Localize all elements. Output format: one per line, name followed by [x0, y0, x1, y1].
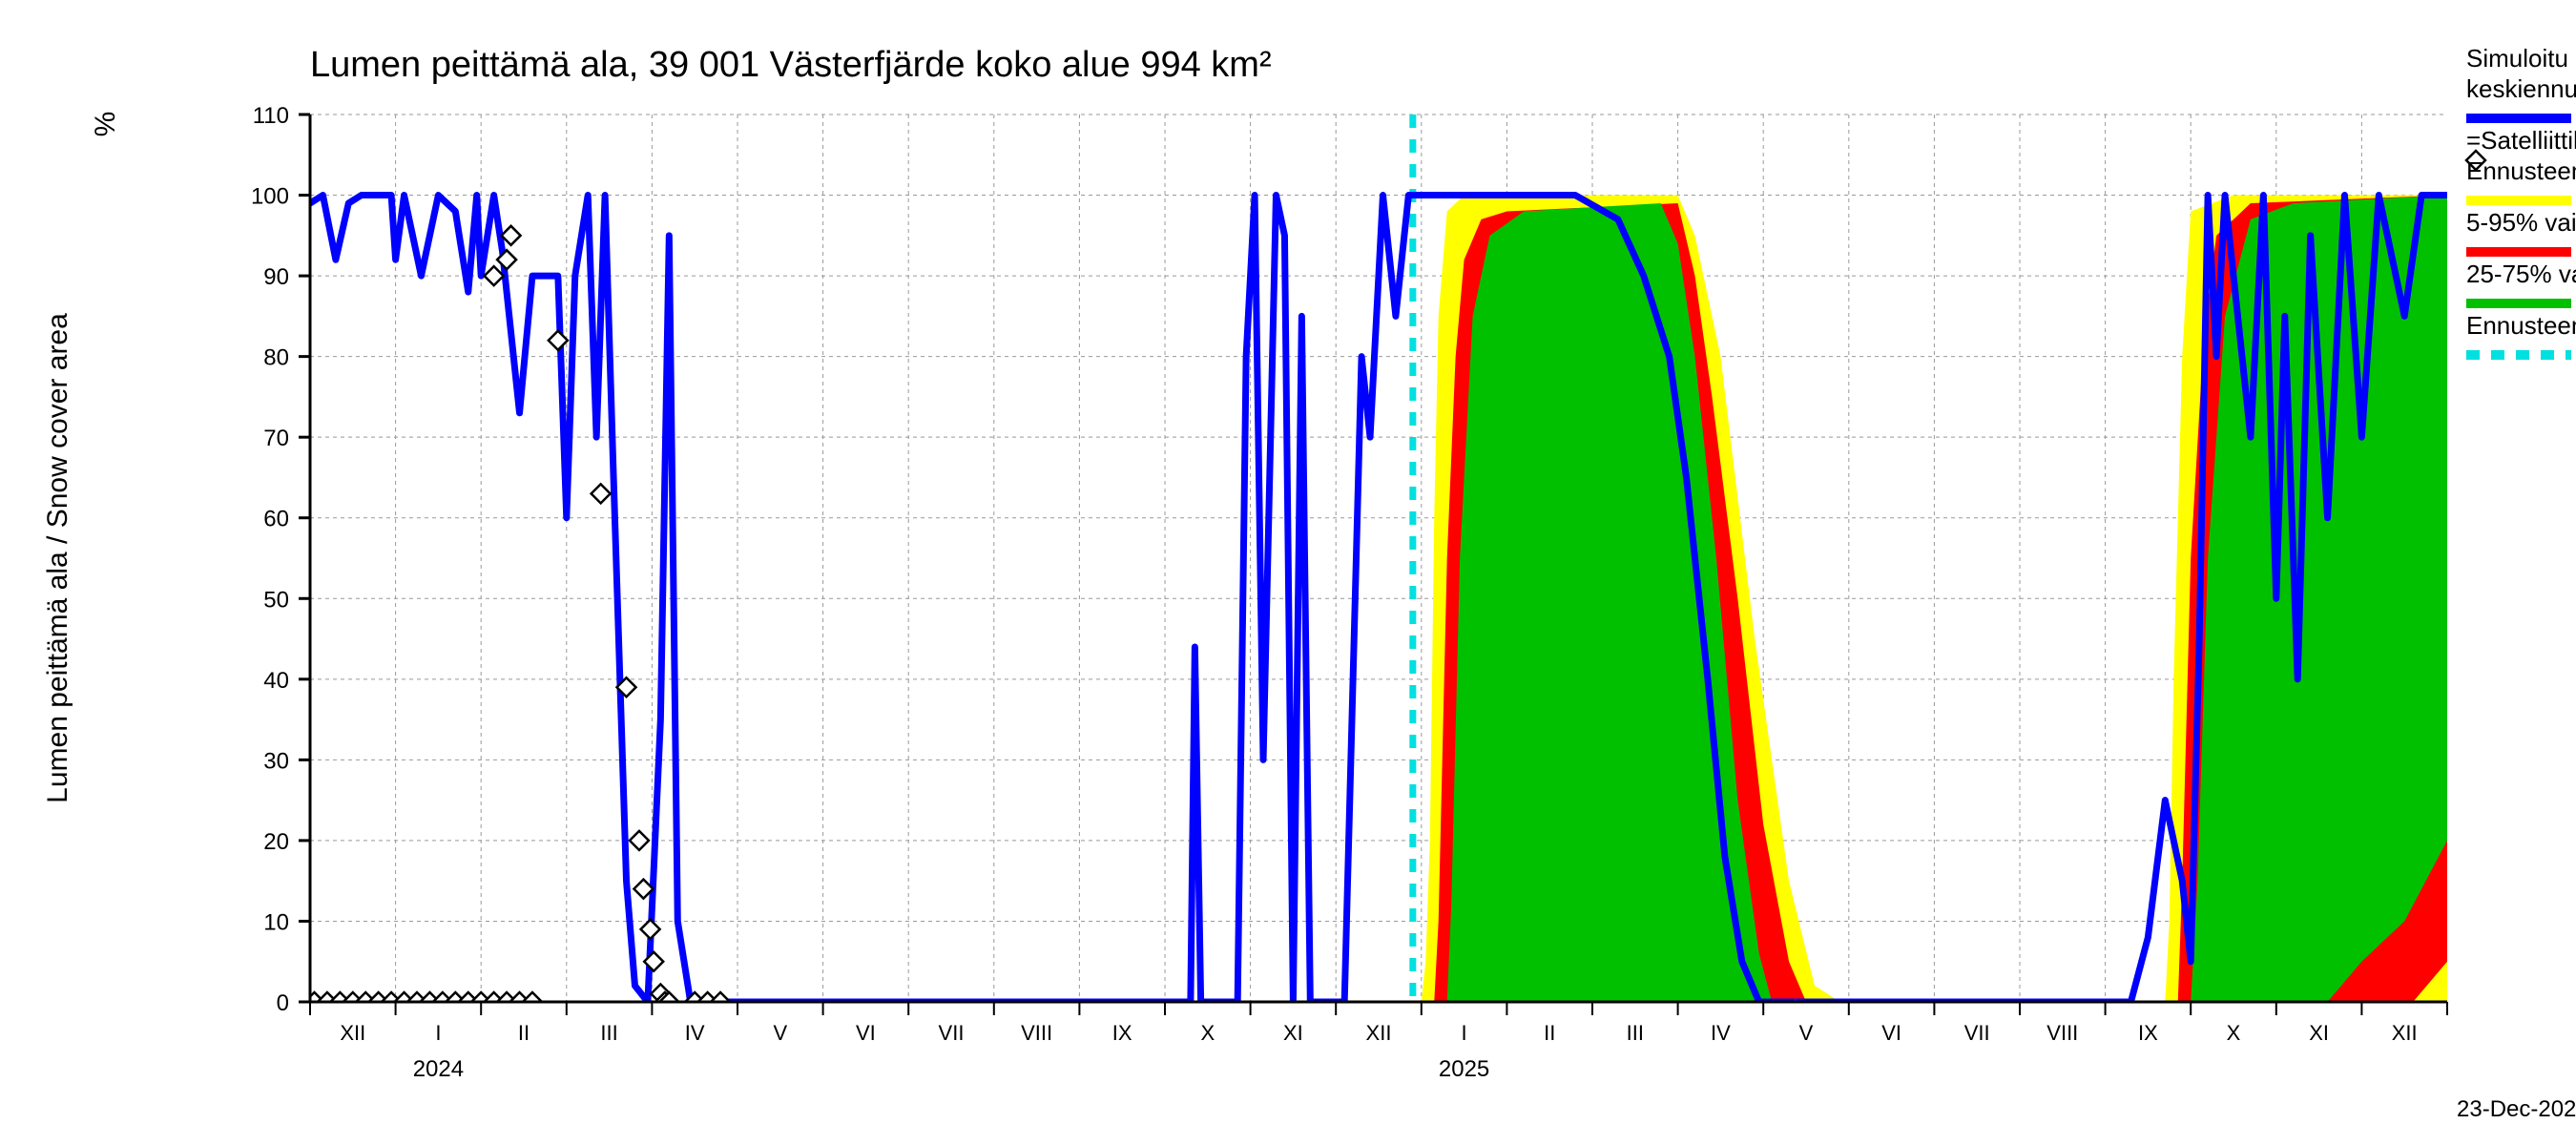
- y-tick-label: 70: [263, 426, 289, 451]
- month-label: V: [773, 1021, 787, 1045]
- month-label: VIII: [1021, 1021, 1052, 1045]
- month-label: IX: [2138, 1021, 2158, 1045]
- month-label: X: [2227, 1021, 2241, 1045]
- legend-label: Simuloitu historia ja: [2466, 44, 2576, 73]
- legend-label: 5-95% vaihteluväli: [2466, 208, 2576, 237]
- month-label: II: [1544, 1021, 1555, 1045]
- y-tick-label: 0: [277, 990, 289, 1016]
- month-label: IX: [1112, 1021, 1132, 1045]
- month-label: XII: [1366, 1021, 1392, 1045]
- month-label: IV: [1711, 1021, 1731, 1045]
- y-tick-label: 50: [263, 587, 289, 613]
- legend-label: =Satelliittihavainto: [2466, 126, 2576, 155]
- month-label: II: [518, 1021, 530, 1045]
- legend-label: 25-75% vaihteluväli: [2466, 260, 2576, 288]
- legend-label: Ennusteen vaihteluväli: [2466, 156, 2576, 185]
- month-label: XI: [1283, 1021, 1303, 1045]
- month-label: V: [1799, 1021, 1814, 1045]
- month-label: III: [1627, 1021, 1644, 1045]
- month-label: VII: [939, 1021, 965, 1045]
- y-axis-label: Lumen peittämä ala / Snow cover area: [42, 313, 73, 803]
- month-label: I: [1462, 1021, 1467, 1045]
- month-label: XII: [340, 1021, 365, 1045]
- y-tick-label: 40: [263, 668, 289, 694]
- y-tick-label: 90: [263, 264, 289, 290]
- chart-svg: 0102030405060708090100110XIIIIIIIIIVVVIV…: [0, 0, 2576, 1145]
- y-tick-label: 10: [263, 909, 289, 935]
- chart-container: 0102030405060708090100110XIIIIIIIIIVVVIV…: [0, 0, 2576, 1145]
- footer-timestamp: 23-Dec-2024 12:23 WSFS-O: [2457, 1096, 2576, 1122]
- legend-label: Ennusteen alku: [2466, 311, 2576, 340]
- month-label: III: [600, 1021, 617, 1045]
- y-tick-label: 100: [251, 184, 289, 210]
- band-green: [2191, 196, 2447, 1002]
- year-label: 2025: [1439, 1056, 1489, 1082]
- y-tick-label: 60: [263, 507, 289, 532]
- month-label: XII: [2392, 1021, 2418, 1045]
- month-label: XI: [2309, 1021, 2329, 1045]
- month-label: VI: [856, 1021, 876, 1045]
- y-tick-label: 30: [263, 748, 289, 774]
- y-axis-unit: %: [90, 112, 121, 137]
- y-tick-label: 110: [253, 103, 289, 129]
- y-tick-label: 80: [263, 345, 289, 371]
- month-label: VI: [1881, 1021, 1901, 1045]
- legend-label: keskiennuste: [2466, 74, 2576, 103]
- y-tick-label: 20: [263, 829, 289, 855]
- month-label: VII: [1964, 1021, 1990, 1045]
- year-label: 2024: [413, 1056, 464, 1082]
- month-label: IV: [685, 1021, 705, 1045]
- month-label: VIII: [2046, 1021, 2078, 1045]
- month-label: I: [435, 1021, 441, 1045]
- month-label: X: [1200, 1021, 1215, 1045]
- chart-title: Lumen peittämä ala, 39 001 Västerfjärde …: [310, 45, 1272, 85]
